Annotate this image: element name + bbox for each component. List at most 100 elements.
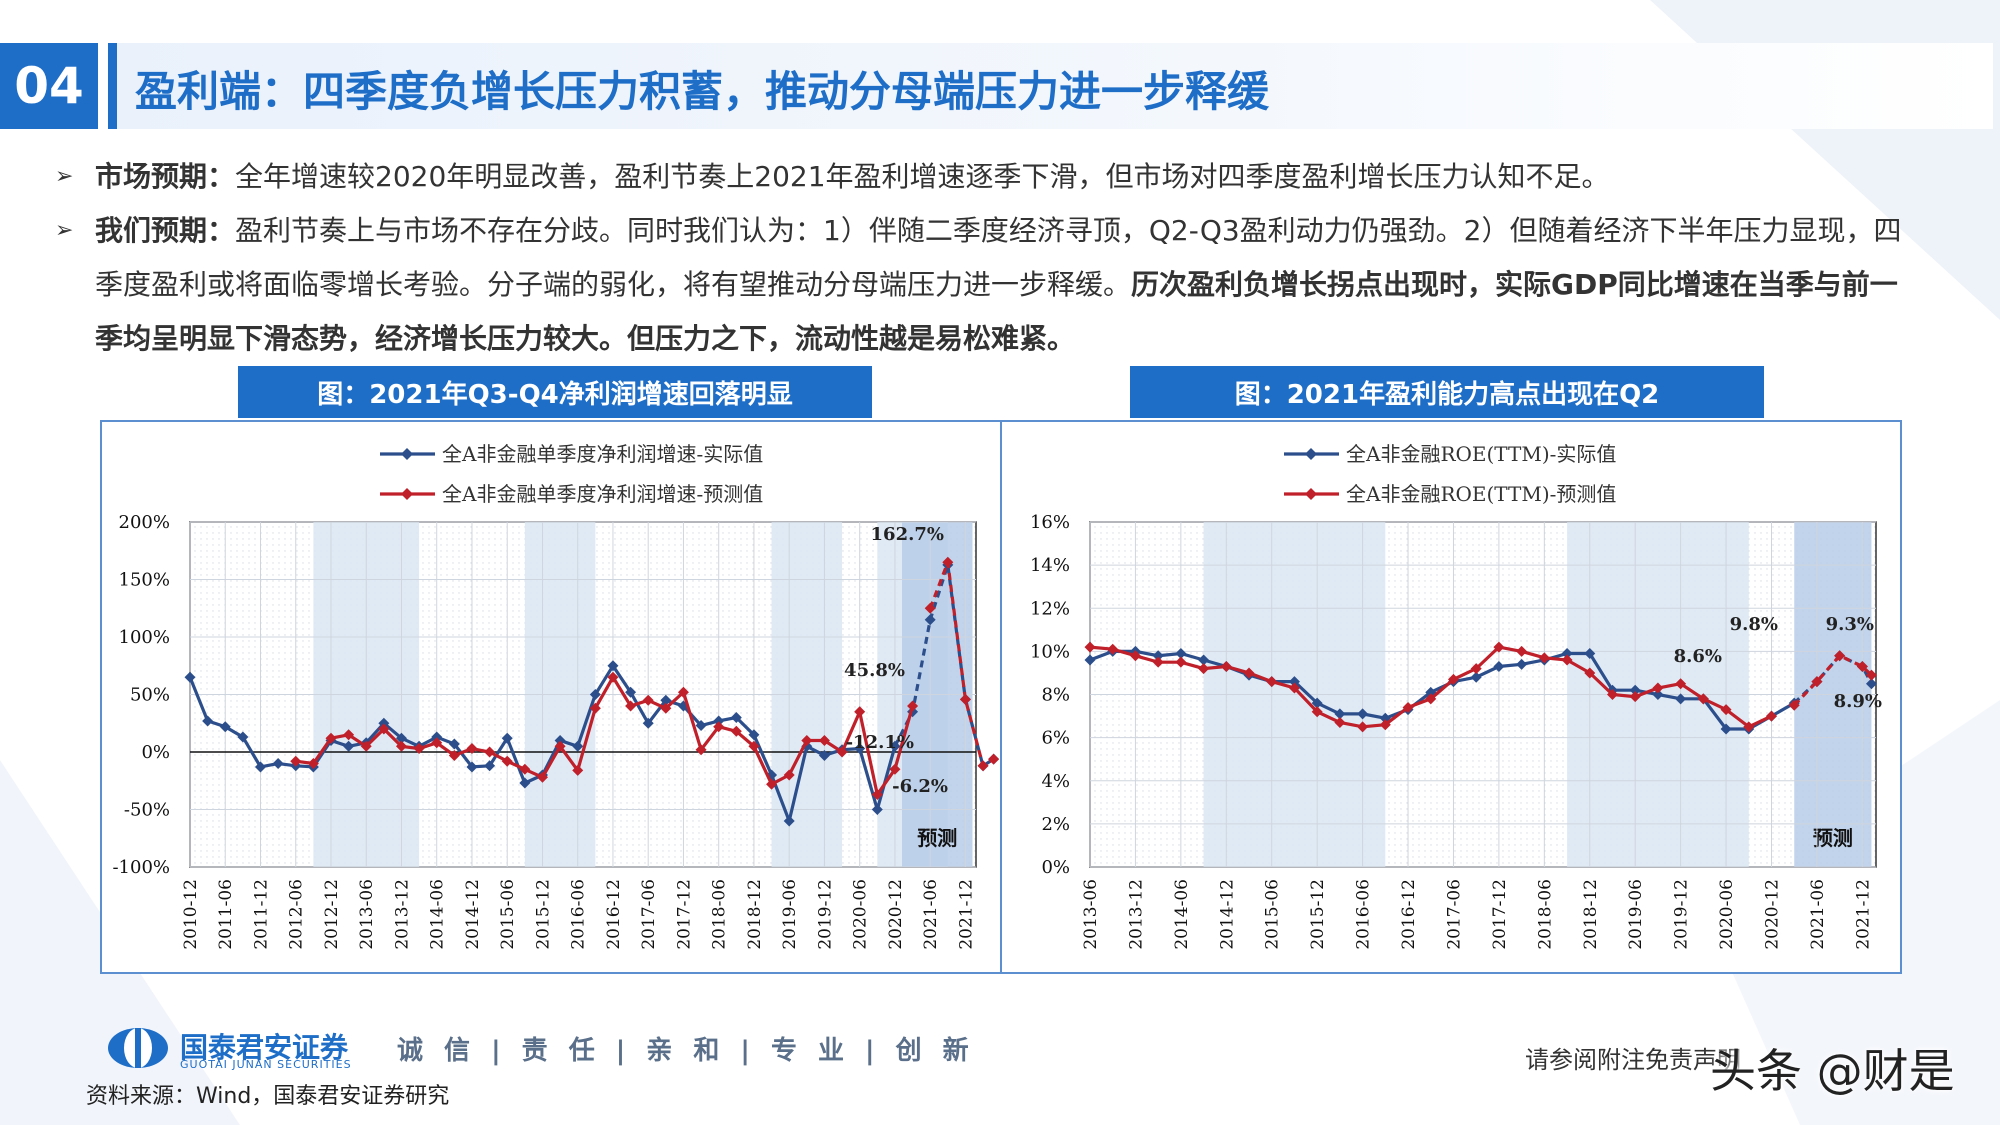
- data-point: [1865, 669, 1877, 681]
- data-point: [1652, 689, 1664, 700]
- data-annotation: 162.7%: [871, 524, 944, 545]
- data-point: [1357, 708, 1369, 720]
- x-tick-label: 2013-06: [1081, 879, 1101, 950]
- data-source: 资料来源：Wind，国泰君安证券研究: [86, 1084, 450, 1109]
- legend-marker: [401, 448, 413, 460]
- data-point: [554, 735, 566, 746]
- x-tick-label: 2021-12: [956, 879, 976, 950]
- data-point: [854, 743, 866, 755]
- data-point: [1652, 682, 1664, 694]
- data-point: [854, 706, 866, 718]
- net-profit-growth-chart: 预测 2010-12 2011-06 2011-12 2012-06 2012-12 201…: [112, 442, 1000, 950]
- data-point: [695, 744, 707, 756]
- legend-marker: [1305, 488, 1317, 500]
- data-point: [942, 556, 954, 568]
- left-chart-frame: 预测 2010-12 2011-06 2011-12 2012-06 2012-12 201…: [100, 420, 1002, 974]
- data-point: [1198, 663, 1210, 675]
- data-point: [360, 740, 372, 752]
- x-tick-label: 2015-06: [498, 879, 518, 950]
- data-point: [1720, 704, 1732, 716]
- x-tick-label: 2016-06: [569, 879, 589, 950]
- x-tick-label: 2014-06: [428, 879, 448, 950]
- data-point: [1720, 723, 1732, 735]
- data-point: [290, 755, 302, 767]
- data-point: [642, 694, 654, 706]
- data-point: [1584, 667, 1596, 679]
- data-point: [1357, 721, 1369, 733]
- y-tick-label: 16%: [1030, 512, 1070, 533]
- data-point: [607, 671, 619, 683]
- roe-chart: 预测 2013-06 2013-12 2014-06 2014-12 2015-06 201…: [1030, 442, 1882, 950]
- data-point: [713, 715, 725, 727]
- legend-label: 全A非金融单季度净利润增速-预测值: [442, 482, 763, 506]
- data-point: [1152, 656, 1164, 668]
- data-point: [219, 721, 231, 733]
- data-point: [1266, 676, 1278, 688]
- data-point: [625, 700, 637, 712]
- data-point: [1084, 654, 1096, 666]
- y-tick-label: -100%: [112, 857, 170, 878]
- x-tick-label: 2013-12: [1126, 879, 1146, 950]
- series-line-forecast: [1793, 653, 1873, 707]
- data-point: [1379, 719, 1391, 731]
- data-point: [1561, 654, 1573, 666]
- data-point: [237, 731, 249, 743]
- data-point: [202, 715, 214, 727]
- data-point: [572, 740, 584, 752]
- data-point: [1334, 717, 1346, 729]
- data-point: [871, 804, 883, 815]
- data-point: [466, 743, 478, 755]
- x-tick-label: 2016-12: [604, 879, 624, 950]
- data-point: [1865, 678, 1877, 690]
- y-tick-label: 10%: [1030, 641, 1070, 662]
- data-point: [1606, 689, 1618, 700]
- x-tick-label: 2021-06: [921, 879, 941, 950]
- x-tick-label: 2019-06: [780, 879, 800, 950]
- data-point: [1129, 650, 1141, 662]
- x-tick-label: 2011-06: [216, 879, 236, 950]
- bullet-list: ➢ 市场预期：全年增速较2020年明显改善，盈利节奏上2021年盈利增速逐季下滑…: [55, 150, 1915, 366]
- y-tick-label: 12%: [1030, 598, 1070, 619]
- data-point: [1334, 708, 1346, 720]
- page-title: 盈利端：四季度负增长压力积蓄，推动分母端压力进一步释缓: [135, 67, 1270, 116]
- data-point: [1493, 641, 1505, 653]
- x-tick-label: 2020-12: [886, 879, 906, 950]
- y-tick-label: 2%: [1041, 814, 1070, 835]
- data-point: [1675, 678, 1687, 690]
- data-point: [378, 717, 390, 729]
- data-point: [818, 749, 830, 761]
- data-point: [924, 614, 936, 626]
- data-point: [254, 761, 266, 773]
- legend-label: 全A非金融ROE(TTM)-实际值: [1346, 442, 1616, 466]
- x-tick-label: 2012-06: [287, 879, 307, 950]
- y-tick-label: 8%: [1041, 685, 1070, 706]
- y-tick-label: 0%: [141, 742, 170, 763]
- data-point: [801, 735, 813, 746]
- data-annotation: -6.2%: [892, 776, 948, 797]
- data-point: [1288, 682, 1300, 694]
- x-tick-label: 2013-06: [357, 879, 377, 950]
- data-point: [1425, 686, 1437, 698]
- x-tick-label: 2012-12: [322, 879, 342, 950]
- company-logo-icon: [108, 1028, 168, 1068]
- x-tick-label: 2021-12: [1853, 879, 1873, 950]
- data-point: [871, 789, 883, 801]
- x-tick-label: 2016-06: [1354, 879, 1374, 950]
- data-point: [1311, 706, 1323, 718]
- data-point: [307, 758, 319, 769]
- company-slogan: 诚 信 | 责 任 | 亲 和 | 专 业 | 创 新: [397, 1036, 975, 1066]
- data-point: [343, 729, 355, 741]
- data-point: [959, 693, 971, 705]
- disclaimer: 请参阅附注免责声明: [1525, 1046, 1741, 1074]
- x-tick-label: 2018-12: [745, 879, 765, 950]
- data-point: [907, 700, 919, 712]
- title-accent: [108, 43, 117, 129]
- data-point: [783, 815, 795, 827]
- data-point: [1629, 691, 1641, 703]
- data-point: [343, 740, 355, 752]
- data-point: [766, 778, 778, 790]
- data-point: [1152, 650, 1164, 662]
- data-point: [395, 732, 407, 744]
- data-point: [395, 740, 407, 752]
- data-point: [501, 755, 513, 767]
